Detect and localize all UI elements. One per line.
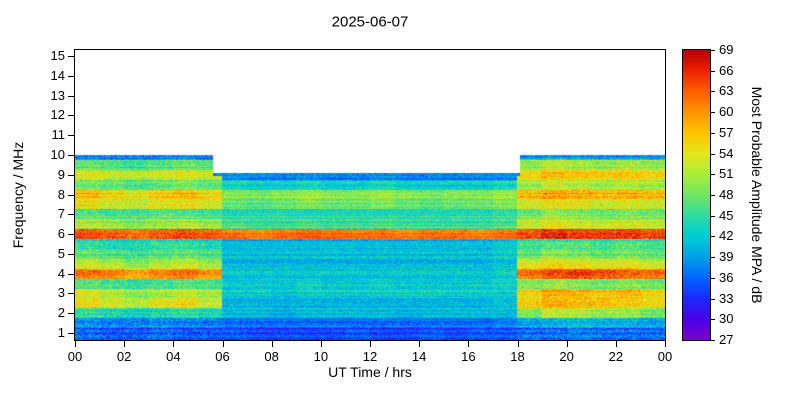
colorbar-tick-label: 54 [719,145,734,161]
x-tick-mark [75,341,76,347]
colorbar-tick-label: 66 [719,62,734,78]
colorbar-tick-mark [711,112,715,113]
x-tick-label: 00 [67,349,83,364]
colorbar-tick-mark [711,257,715,258]
colorbar-tick-label: 48 [719,187,734,202]
colorbar-tick-mark [711,91,715,92]
y-tick-mark [68,76,75,77]
colorbar-tick-mark [711,50,715,51]
x-tick-label: 04 [166,349,181,364]
y-tick-mark [68,96,75,97]
x-tick-mark [124,341,125,347]
chart-title: 2025-06-07 [331,13,409,31]
y-tick-mark [68,293,75,294]
heatmap-canvas [75,50,665,340]
y-tick-mark [68,254,75,255]
colorbar-tick-label: 69 [719,42,734,57]
x-tick-label: 18 [510,349,525,364]
y-tick-mark [68,155,75,156]
y-tick-mark [68,56,75,57]
colorbar-tick-mark [711,340,715,341]
y-tick-label: 15 [50,47,65,63]
colorbar-tick-label: 30 [719,311,734,327]
y-tick-mark [68,274,75,275]
colorbar-tick-mark [711,278,715,279]
colorbar-tick-label: 45 [719,207,734,223]
colorbar-tick-mark [711,319,715,320]
x-tick-label: 10 [313,349,329,364]
x-tick-mark [370,341,371,347]
y-tick-label: 10 [50,146,65,162]
y-tick-label: 7 [57,206,65,222]
x-tick-label: 00 [657,349,673,364]
x-tick-mark [321,341,322,347]
y-tick-mark [68,214,75,215]
x-tick-label: 22 [608,349,624,364]
colorbar-tick-label: 27 [719,332,734,347]
y-tick-label: 9 [57,166,65,182]
colorbar-tick-mark [711,154,715,155]
colorbar-tick-mark [711,299,715,300]
x-tick-mark [223,341,224,347]
x-tick-mark [665,341,666,347]
y-tick-label: 5 [57,245,65,261]
y-tick-label: 12 [50,107,65,123]
colorbar-tick-mark [711,133,715,134]
y-tick-mark [68,195,75,196]
x-tick-mark [616,341,617,347]
colorbar-tick-label: 39 [719,249,734,265]
colorbar-tick-label: 51 [719,166,734,182]
y-tick-label: 11 [51,127,66,143]
x-axis-label: UT Time / hrs [328,364,412,380]
colorbar-tick-label: 33 [719,290,734,306]
y-tick-label: 8 [57,186,65,202]
y-tick-label: 1 [57,325,65,341]
colorbar-tick-label: 36 [719,269,734,285]
x-tick-label: 14 [411,349,427,364]
x-tick-mark [272,341,273,347]
colorbar-tick-label: 60 [719,104,734,120]
x-tick-label: 16 [461,349,476,364]
x-tick-label: 20 [559,349,574,364]
x-tick-label: 06 [215,349,230,364]
x-tick-mark [468,341,469,347]
y-tick-label: 4 [57,265,65,281]
y-tick-label: 14 [50,67,65,83]
colorbar-tick-mark [711,174,715,175]
y-tick-mark [68,234,75,235]
y-tick-mark [68,115,75,116]
y-tick-mark [68,135,75,136]
colorbar-tick-mark [711,216,715,217]
colorbar-frame [682,49,711,341]
colorbar-tick-label: 57 [719,124,734,140]
x-tick-mark [567,341,568,347]
x-tick-mark [419,341,420,347]
x-tick-mark [173,341,174,347]
y-tick-label: 3 [57,285,65,301]
colorbar-tick-label: 63 [719,83,734,99]
colorbar-tick-mark [711,71,715,72]
y-axis-label: Frequency / MHz [10,141,26,249]
x-tick-label: 02 [116,349,132,364]
colorbar-tick-label: 42 [719,228,734,244]
x-tick-label: 12 [362,349,378,364]
colorbar-label: Most Probable Amplitude MPA / dB [749,86,765,304]
y-tick-label: 6 [57,226,65,242]
y-tick-mark [68,333,75,334]
colorbar-canvas [683,50,710,340]
x-tick-mark [518,341,519,347]
colorbar-tick-mark [711,195,715,196]
y-tick-mark [68,313,75,314]
y-tick-label: 2 [57,305,65,321]
x-tick-label: 08 [264,349,279,364]
colorbar-tick-mark [711,236,715,237]
y-tick-label: 13 [50,87,65,103]
y-tick-mark [68,175,75,176]
